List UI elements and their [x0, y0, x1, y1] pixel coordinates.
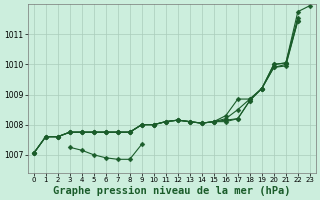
X-axis label: Graphe pression niveau de la mer (hPa): Graphe pression niveau de la mer (hPa) [53, 186, 291, 196]
